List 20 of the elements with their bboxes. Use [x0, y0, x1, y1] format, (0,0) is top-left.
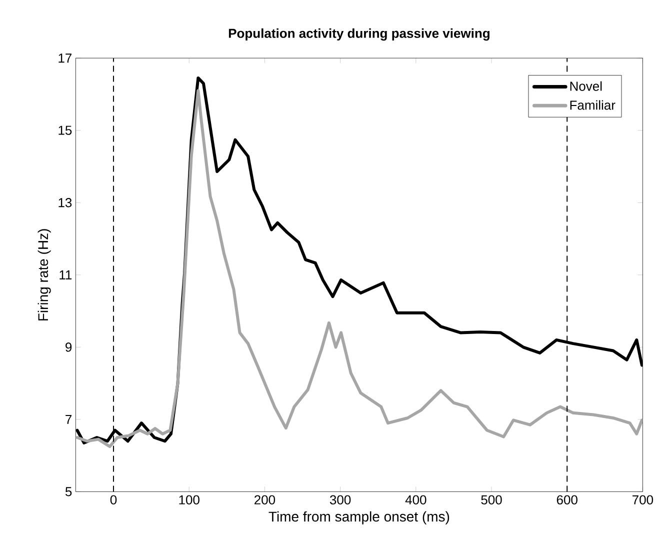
y-tick-label: 15 [58, 126, 72, 135]
chart-title: Population activity during passive viewing [228, 28, 490, 41]
x-tick-label: 600 [556, 495, 578, 504]
legend-label: Familiar [570, 100, 616, 110]
x-tick-label: 500 [481, 495, 502, 504]
y-tick-label: 5 [65, 487, 72, 496]
y-axis-title: Firing rate (Hz) [38, 229, 51, 320]
x-tick-label: 400 [405, 495, 426, 504]
y-tick-label: 9 [66, 342, 72, 352]
x-axis-title: Time from sample onset (ms) [268, 511, 450, 524]
y-tick-label: 13 [58, 198, 72, 208]
x-tick-label: 700 [632, 495, 654, 504]
x-tick-label: 100 [179, 495, 200, 504]
x-tick-label: 0 [110, 495, 117, 504]
x-tick-label: 200 [254, 495, 276, 504]
y-tick-label: 11 [60, 270, 72, 280]
y-tick-label: 7 [66, 414, 72, 424]
legend-label: Novel [570, 81, 602, 91]
y-tick-label: 17 [58, 54, 72, 63]
x-tick-label: 300 [330, 495, 351, 504]
